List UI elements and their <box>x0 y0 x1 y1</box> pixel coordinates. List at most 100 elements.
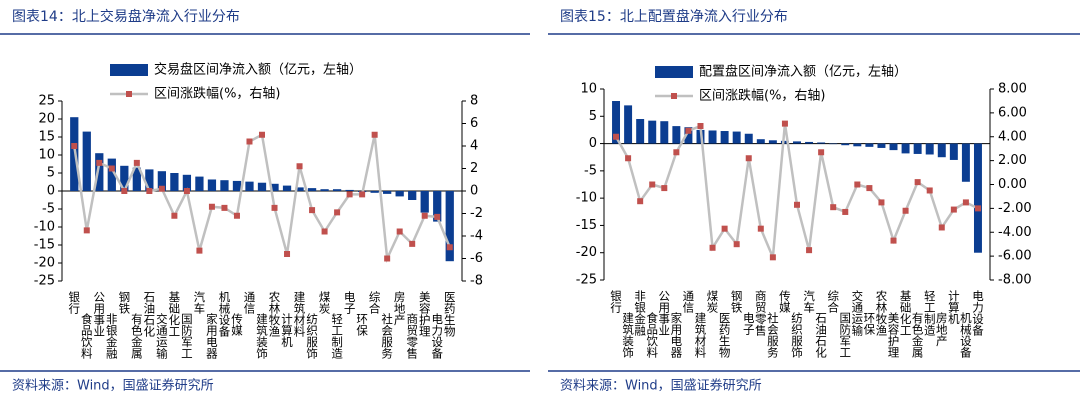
x-tick-label: 交通运输 <box>850 289 864 337</box>
line-marker <box>890 237 897 244</box>
x-tick-label: 环保 <box>862 312 876 336</box>
bar <box>320 189 329 191</box>
bar <box>660 121 669 144</box>
line-marker <box>396 228 403 235</box>
y2-tick-label: -6.00 <box>998 249 1032 264</box>
y-tick-label: -20 <box>34 256 55 271</box>
x-tick-label: 商贸零售 <box>405 312 419 360</box>
y2-tick-label: 0.00 <box>998 177 1027 192</box>
x-tick-label: 传媒 <box>778 289 792 314</box>
line-marker <box>158 185 165 192</box>
x-tick-label: 环保 <box>355 313 369 337</box>
line-marker <box>974 205 981 212</box>
line-marker <box>83 227 90 234</box>
line-marker <box>371 131 378 138</box>
line-marker <box>794 201 800 208</box>
x-tick-label: 轻工制造 <box>330 312 344 359</box>
bar <box>245 181 254 191</box>
y-tick-label: 15 <box>38 130 55 145</box>
source-note: 资料来源：Wind，国盛证券研究所 <box>560 378 762 394</box>
y-tick-label: 5 <box>47 166 55 181</box>
bar <box>145 169 154 191</box>
bar <box>624 105 633 144</box>
y-tick-label: -10 <box>34 220 55 235</box>
bar <box>925 143 934 155</box>
y-tick-label: 20 <box>38 112 55 127</box>
line-marker <box>259 131 265 138</box>
bar <box>805 141 814 144</box>
bar <box>132 167 141 191</box>
x-tick-label: 传媒 <box>230 312 244 337</box>
x-tick-label: 非银金融 <box>633 290 647 337</box>
line-marker <box>950 206 957 213</box>
line-marker <box>637 198 644 205</box>
bar <box>684 127 693 144</box>
bar <box>433 191 442 222</box>
bar <box>182 174 192 191</box>
line-marker <box>309 207 316 214</box>
bar <box>744 133 753 144</box>
y2-tick-label: -2 <box>470 206 483 221</box>
line-marker <box>246 138 253 145</box>
x-tick-label: 机械设备 <box>217 290 231 338</box>
bar <box>780 140 789 144</box>
y2-tick-label: 2.00 <box>998 153 1027 168</box>
bar <box>937 143 946 158</box>
y2-tick-label: 6 <box>470 116 478 131</box>
legend-label: 区间涨跌幅(%，右轴) <box>154 86 281 102</box>
y2-tick-label: -8.00 <box>998 273 1032 288</box>
line-marker <box>409 240 416 247</box>
x-tick-label: 有色金属 <box>130 312 144 360</box>
bar <box>841 143 850 146</box>
legend-marker <box>126 91 132 97</box>
y2-tick-label: -4 <box>470 229 483 244</box>
x-tick-label: 房地产 <box>935 312 949 347</box>
chart-title: 图表15：北上配置盘净流入行业分布 <box>560 8 788 25</box>
y2-tick-label: -2.00 <box>998 201 1032 216</box>
x-tick-label: 医药生物 <box>443 291 457 337</box>
line-marker <box>146 188 153 194</box>
source-note: 资料来源：Wind，国盛证券研究所 <box>12 378 214 394</box>
legend-label: 交易盘区间净流入额（亿元，左轴） <box>154 62 362 78</box>
x-tick-label: 建筑材料 <box>293 290 307 338</box>
line-marker <box>697 123 704 130</box>
bar <box>307 188 317 191</box>
x-tick-label: 电子 <box>343 291 357 314</box>
x-tick-label: 房地产 <box>393 291 407 326</box>
line-marker <box>878 199 885 206</box>
bar <box>913 143 922 154</box>
x-tick-label: 国防军工 <box>838 312 852 358</box>
bar <box>270 183 279 191</box>
y2-tick-label: -6 <box>470 251 483 266</box>
bar <box>961 143 970 182</box>
bar <box>257 182 267 191</box>
y2-tick-label: 2 <box>470 161 478 176</box>
bar <box>612 101 621 144</box>
x-tick-label: 计算机 <box>947 290 961 325</box>
line-marker <box>183 188 190 194</box>
x-tick-label: 交通运输 <box>155 312 169 360</box>
x-tick-label: 电力设备 <box>430 313 444 360</box>
bar <box>420 191 429 213</box>
x-tick-label: 综合 <box>826 289 840 313</box>
line-marker <box>71 143 78 149</box>
bar <box>232 180 242 191</box>
line-marker <box>359 191 366 198</box>
line-marker <box>854 181 861 188</box>
x-tick-label: 煤炭 <box>706 290 720 314</box>
y2-tick-label: 4 <box>470 139 478 154</box>
y-tick-label: -15 <box>576 218 597 233</box>
bar <box>207 179 217 191</box>
line-marker <box>196 247 203 254</box>
line-marker <box>769 254 776 261</box>
line-marker <box>284 251 291 257</box>
x-tick-label: 有色金属 <box>911 311 925 359</box>
bar <box>345 189 354 191</box>
bar <box>95 153 104 191</box>
line-marker <box>334 209 341 216</box>
x-tick-label: 家用电器 <box>205 312 219 360</box>
x-tick-label: 美容护理 <box>887 311 901 358</box>
line-marker <box>613 133 620 140</box>
x-tick-label: 电子 <box>742 312 756 335</box>
